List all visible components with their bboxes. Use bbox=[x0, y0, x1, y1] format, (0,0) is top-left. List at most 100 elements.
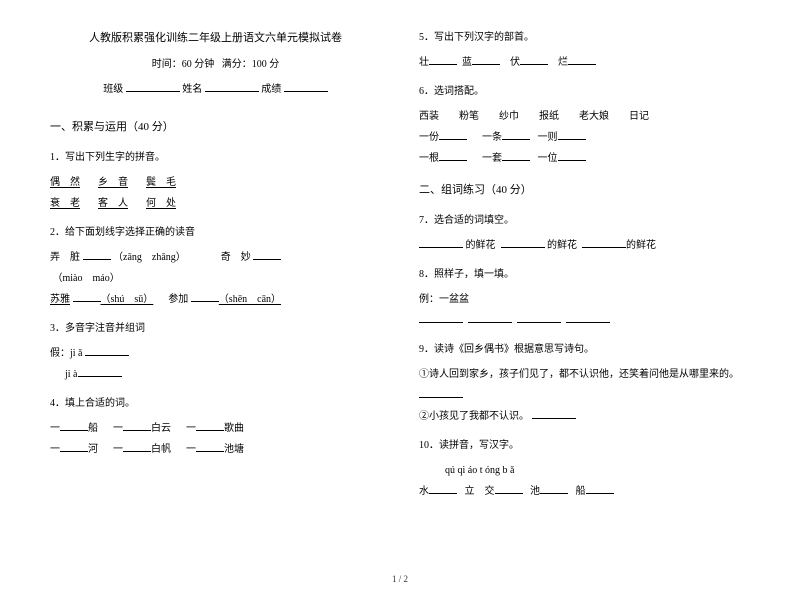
q1-w4: 衰 老 bbox=[50, 194, 80, 213]
q1-w2: 乡 音 bbox=[98, 173, 128, 192]
q10-c: 池 bbox=[530, 486, 540, 497]
q6-r2c: 一位 bbox=[538, 153, 558, 164]
q2-blank2 bbox=[253, 249, 281, 260]
page-number: 1 / 2 bbox=[0, 574, 800, 584]
q1-w3: 鬓 毛 bbox=[146, 173, 176, 192]
q4-title: 4．填上合适的词。 bbox=[50, 394, 381, 413]
q4-b4 bbox=[60, 441, 88, 452]
q4-b5 bbox=[123, 441, 151, 452]
q6-b6 bbox=[558, 150, 586, 161]
q6-r2b: 一套 bbox=[482, 153, 502, 164]
q7-t3: 的鲜花 bbox=[626, 240, 656, 251]
q5-b: 蓝 bbox=[462, 57, 472, 68]
q10-b: 立 交 bbox=[465, 486, 495, 497]
q1-row1: 偶 然 乡 音 鬓 毛 bbox=[50, 173, 381, 192]
q4-b: 白云 bbox=[151, 423, 171, 434]
q2-blank1 bbox=[83, 249, 111, 260]
q8-b1 bbox=[419, 312, 463, 323]
q4-b2 bbox=[123, 420, 151, 431]
q6-b1 bbox=[439, 129, 467, 140]
q7-title: 7．选合适的词填空。 bbox=[419, 211, 750, 230]
q5-title: 5．写出下列汉字的部首。 bbox=[419, 28, 750, 47]
q5-a: 壮 bbox=[419, 57, 429, 68]
q3-line2: ji à bbox=[50, 365, 381, 384]
q2-line2: 苏雅 （shú sū） 参加 （shēn cān） bbox=[50, 290, 381, 309]
q5-b3 bbox=[520, 54, 548, 65]
q2-b1p: （shú sū） bbox=[101, 294, 154, 305]
q8-ex: 例：一盆盆 bbox=[419, 290, 750, 309]
q2-a1: 弄 脏 bbox=[50, 252, 80, 263]
q8-title: 8．照样子，填一填。 bbox=[419, 265, 750, 284]
q6-b3 bbox=[558, 129, 586, 140]
q4-f: 池塘 bbox=[224, 444, 244, 455]
q9-l1: ①诗人回到家乡，孩子们见了，都不认识他，还笑着问他是从哪里来的。 bbox=[419, 365, 750, 384]
score-label: 成绩 bbox=[261, 84, 281, 95]
q6-r1c: 一则 bbox=[538, 132, 558, 143]
q10-line: 水 立 交 池 船 bbox=[419, 482, 750, 501]
time-label: 时间： bbox=[152, 59, 182, 70]
q4-line2: 一河 一白帆 一池塘 bbox=[50, 440, 381, 459]
q9-l2: ②小孩见了我都不认识。 bbox=[419, 407, 750, 426]
q8-line bbox=[419, 311, 750, 330]
q1-w5: 客 人 bbox=[98, 194, 128, 213]
q8-b4 bbox=[566, 312, 610, 323]
name-blank bbox=[205, 81, 259, 92]
q10-d: 船 bbox=[576, 486, 586, 497]
q10-py: qú qi áo t óng b ǎ bbox=[419, 461, 750, 480]
q10-b4 bbox=[586, 483, 614, 494]
q5-b2 bbox=[472, 54, 500, 65]
q1-w1: 偶 然 bbox=[50, 173, 80, 192]
q2-b1: 苏雅 bbox=[50, 294, 70, 305]
q2-blank4 bbox=[191, 291, 219, 302]
fullscore-value: 100 分 bbox=[252, 59, 280, 70]
q9-b2 bbox=[532, 408, 576, 419]
q8-b2 bbox=[468, 312, 512, 323]
q4-b6 bbox=[196, 441, 224, 452]
q5-c: 伏 bbox=[510, 57, 520, 68]
section-2: 二、组词练习（40 分） bbox=[419, 180, 750, 201]
q2-b2p: （shēn cān） bbox=[219, 294, 281, 305]
q2-blank3 bbox=[73, 291, 101, 302]
q4-line1: 一船 一白云 一歌曲 bbox=[50, 419, 381, 438]
class-blank bbox=[126, 81, 180, 92]
q6-b2 bbox=[502, 129, 530, 140]
q9-title: 9．读诗《回乡偶书》根据意思写诗句。 bbox=[419, 340, 750, 359]
q9-l1b bbox=[419, 386, 750, 405]
q6-title: 6．选词搭配。 bbox=[419, 82, 750, 101]
q4-b1 bbox=[60, 420, 88, 431]
q5-d: 烂 bbox=[558, 57, 568, 68]
q10-a: 水 bbox=[419, 486, 429, 497]
q1-title: 1．写出下列生字的拼音。 bbox=[50, 148, 381, 167]
q10-title: 10．读拼音，写汉字。 bbox=[419, 436, 750, 455]
time-value: 60 分钟 bbox=[182, 59, 215, 70]
q3-blank1 bbox=[85, 345, 129, 356]
q2-a1p: （zāng zhāng） bbox=[113, 252, 186, 263]
q4-e: 白帆 bbox=[151, 444, 171, 455]
q6-r1b: 一条 bbox=[482, 132, 502, 143]
q6-r2a: 一根 bbox=[419, 153, 439, 164]
q7-b3 bbox=[582, 237, 626, 248]
q6-words: 西装 粉笔 纱巾 报纸 老大娘 日记 bbox=[419, 107, 750, 126]
q10-b2 bbox=[495, 483, 523, 494]
q7-t2: 的鲜花 bbox=[547, 240, 577, 251]
q10-b1 bbox=[429, 483, 457, 494]
q3-w2: ji à bbox=[65, 369, 78, 380]
q10-b3 bbox=[540, 483, 568, 494]
q3-blank2 bbox=[78, 366, 122, 377]
doc-subtitle: 时间：60 分钟 满分：100 分 bbox=[50, 55, 381, 74]
q7-b1 bbox=[419, 237, 463, 248]
q2-title: 2．给下面划线字选择正确的读音 bbox=[50, 223, 381, 242]
q6-r1a: 一份 bbox=[419, 132, 439, 143]
q2-a2: 奇 妙 bbox=[221, 252, 251, 263]
fullscore-label: 满分： bbox=[222, 59, 252, 70]
q6-line2: 一根 一套 一位 bbox=[419, 149, 750, 168]
q4-b3 bbox=[196, 420, 224, 431]
q6-b4 bbox=[439, 150, 467, 161]
q2-line1: 弄 脏 （zāng zhāng） 奇 妙 bbox=[50, 248, 381, 267]
section-1: 一、积累与运用（40 分） bbox=[50, 117, 381, 138]
q6-b5 bbox=[502, 150, 530, 161]
q1-w6: 何 处 bbox=[146, 194, 176, 213]
form-line: 班级 姓名 成绩 bbox=[50, 80, 381, 99]
q3-title: 3．多音字注音并组词 bbox=[50, 319, 381, 338]
q5-b4 bbox=[568, 54, 596, 65]
